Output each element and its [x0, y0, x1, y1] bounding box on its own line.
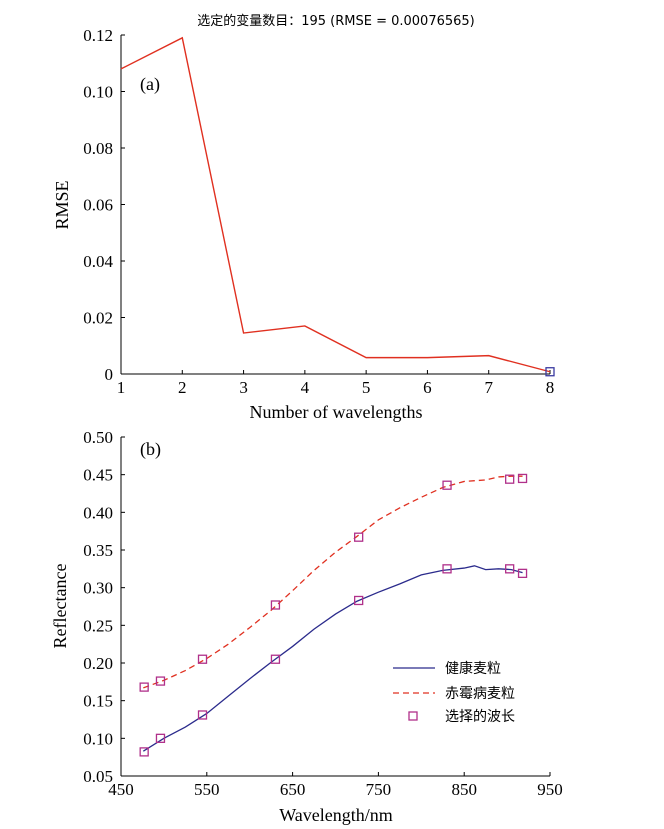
x-tick-label: 650: [280, 780, 306, 799]
y-tick-label: 0.20: [83, 654, 113, 673]
x-tick-label: 5: [362, 378, 371, 397]
x-tick-label: 1: [117, 378, 126, 397]
y-tick-label: 0.08: [83, 139, 113, 158]
x-tick-label: 8: [546, 378, 555, 397]
selected-wavelength-marker: [139, 682, 149, 692]
legend-marker-selected: [408, 711, 418, 721]
chart-a-x-ticks: 1 2 3 4 5 6 7 8: [117, 370, 555, 397]
chart-b-plot-area: [139, 473, 528, 757]
chart-b-x-label: Wavelength/nm: [279, 805, 393, 825]
selected-wavelength-marker: [442, 480, 452, 490]
selected-wavelength-marker: [270, 600, 281, 610]
y-tick-label: 0.40: [83, 503, 113, 522]
panel-b: 450 550 650 750 850 950 0.050.100.150.200.250…: [50, 428, 563, 825]
legend-label-healthy: 健康麦粒: [445, 660, 501, 677]
y-tick-label: 0.05: [83, 767, 113, 786]
y-tick-label: 0.35: [83, 541, 113, 560]
selected-wavelength-marker: [155, 733, 166, 743]
y-tick-label: 0.15: [83, 692, 113, 711]
x-tick-label: 2: [178, 378, 187, 397]
x-tick-label: 450: [108, 780, 134, 799]
diseased-kernel-line: [143, 475, 523, 689]
selected-wavelength-marker: [197, 654, 208, 664]
y-tick-label: 0.02: [83, 309, 113, 328]
selected-wavelength-marker: [354, 595, 364, 606]
selected-wavelength-marker: [442, 564, 452, 574]
selected-wavelength-marker: [505, 564, 515, 574]
y-tick-label: 0.10: [83, 83, 113, 102]
panel-a: 选定的变量数目：195 (RMSE = 0.00076565) 1 2 3 4 5 6 7 8…: [52, 13, 555, 422]
x-tick-label: 4: [301, 378, 310, 397]
y-tick-label: 0.50: [83, 428, 113, 447]
selected-wavelength-marker: [505, 474, 515, 484]
x-tick-label: 6: [423, 378, 432, 397]
chart-a-plot-area: [120, 36, 555, 377]
chart-a-title: 选定的变量数目：195 (RMSE = 0.00076565): [197, 13, 475, 29]
x-tick-label: 850: [451, 780, 477, 799]
chart-a-y-label: RMSE: [52, 180, 72, 229]
selected-wavelength-marker: [354, 532, 364, 542]
y-tick-label: 0.06: [83, 196, 113, 215]
chart-b-legend: 健康麦粒 赤霉病麦粒 选择的波长: [393, 660, 515, 725]
y-tick-label: 0: [105, 365, 114, 384]
y-tick-label: 0.45: [83, 466, 113, 485]
y-tick-label: 0.30: [83, 579, 113, 598]
selected-wavelength-marker: [517, 473, 528, 484]
chart-b-panel-label: (b): [140, 439, 161, 460]
x-tick-label: 950: [537, 780, 563, 799]
legend-label-selected: 选择的波长: [445, 709, 515, 725]
x-tick-label: 550: [194, 780, 220, 799]
y-tick-label: 0.12: [83, 26, 113, 45]
y-tick-label: 0.04: [83, 252, 113, 271]
healthy-kernel-line: [142, 565, 523, 752]
x-tick-label: 3: [239, 378, 248, 397]
x-tick-label: 750: [366, 780, 392, 799]
legend-label-diseased: 赤霉病麦粒: [445, 686, 515, 702]
y-tick-label: 0.25: [83, 616, 113, 635]
chart-b-y-label: Reflectance: [50, 564, 70, 649]
selected-wavelength-marker: [517, 568, 528, 579]
chart-b-x-ticks: 450 550 650 750 850 950: [108, 772, 563, 799]
selected-point-marker: [545, 367, 555, 377]
x-tick-label: 7: [484, 378, 493, 397]
selected-wavelength-marker: [139, 747, 149, 757]
chart-a-y-ticks: 0 0.02 0.04 0.06 0.08 0.10 0.12: [83, 26, 125, 384]
rmse-line: [120, 36, 551, 373]
chart-a-x-label: Number of wavelengths: [250, 402, 423, 422]
selected-wavelength-marker: [155, 676, 166, 686]
y-tick-label: 0.10: [83, 729, 113, 748]
chart-a-panel-label: (a): [140, 74, 160, 95]
selected-wavelength-marker: [197, 710, 208, 720]
chart-b-y-ticks: 0.05 0.10 0.15 0.20 0.25 0.30 0.35 0.40 0.45 0.50: [83, 428, 125, 786]
selected-wavelength-marker: [270, 654, 281, 664]
